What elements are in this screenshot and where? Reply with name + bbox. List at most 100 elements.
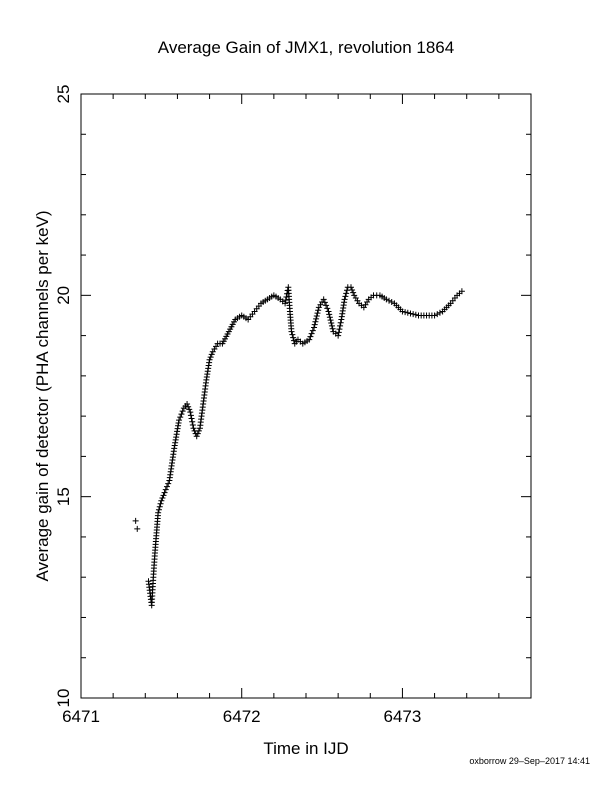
data-point <box>132 517 139 524</box>
data-point <box>328 322 335 329</box>
data-point <box>309 327 316 334</box>
data-point <box>402 309 409 316</box>
data-point <box>162 486 169 493</box>
data-point <box>159 495 166 502</box>
data-point <box>404 309 411 316</box>
data-point <box>179 408 186 415</box>
data-point <box>185 403 192 410</box>
data-point <box>177 414 184 421</box>
footer-credit: oxborrow 29–Sep–2017 14:41 <box>469 756 590 766</box>
data-point <box>343 290 350 297</box>
x-tick-label: 6471 <box>62 707 100 726</box>
data-point <box>288 328 295 335</box>
data-point <box>458 288 465 295</box>
data-point <box>190 425 197 432</box>
data-point <box>341 296 348 303</box>
x-tick-label: 6472 <box>223 707 261 726</box>
data-point <box>383 296 390 303</box>
data-point <box>335 332 342 339</box>
data-point <box>193 433 200 440</box>
data-point <box>282 297 289 304</box>
data-point <box>329 325 336 332</box>
data-point <box>207 354 214 361</box>
data-point <box>342 293 349 300</box>
data-point <box>335 329 342 336</box>
data-point <box>163 483 170 490</box>
data-point <box>326 311 333 318</box>
data-point <box>165 480 172 487</box>
data-point <box>134 525 141 532</box>
data-point <box>186 406 193 413</box>
data-point <box>326 314 333 321</box>
data-point <box>337 319 344 326</box>
data-point <box>386 297 393 304</box>
data-point <box>311 321 318 328</box>
data-point <box>155 506 162 513</box>
data-point <box>407 310 414 317</box>
y-axis-label: Average gain of detector (PHA channels p… <box>33 210 52 581</box>
data-point <box>311 324 318 331</box>
data-point <box>314 310 321 317</box>
data-point <box>206 356 213 363</box>
data-point <box>189 421 196 428</box>
data-point <box>157 500 164 507</box>
data-point <box>328 319 335 326</box>
data-point <box>306 336 313 343</box>
x-axis-label: Time in IJD <box>263 739 348 758</box>
data-point <box>343 287 350 294</box>
data-point <box>187 409 194 416</box>
data-point <box>155 509 162 516</box>
y-tick-label: 15 <box>54 487 73 506</box>
data-point <box>289 331 296 338</box>
data-point <box>282 300 289 307</box>
data-point <box>321 299 328 306</box>
data-points <box>132 284 465 609</box>
data-point <box>158 497 165 504</box>
data-point <box>436 309 443 316</box>
x-tick-label: 6473 <box>384 707 422 726</box>
data-point <box>161 489 168 496</box>
data-point <box>313 315 320 322</box>
data-point <box>327 317 334 324</box>
data-point <box>412 311 419 318</box>
data-point <box>178 411 185 418</box>
data-point <box>399 308 406 315</box>
data-point <box>187 412 194 419</box>
data-point <box>320 296 327 303</box>
data-point <box>350 289 357 296</box>
y-tick-label: 25 <box>54 85 73 104</box>
tick-labels: 6471 6472 6473 10 15 20 25 <box>54 85 421 726</box>
data-point <box>208 351 215 358</box>
data-point <box>348 284 354 291</box>
data-point <box>349 286 356 293</box>
data-point <box>410 311 417 318</box>
data-point <box>323 302 330 309</box>
y-tick-label: 20 <box>54 286 73 305</box>
data-point <box>188 415 195 422</box>
data-point <box>388 299 395 306</box>
data-point <box>160 492 167 499</box>
data-point <box>431 312 438 319</box>
data-point <box>325 308 332 315</box>
data-point <box>336 326 343 333</box>
data-point <box>315 307 322 314</box>
data-point <box>176 417 183 424</box>
data-point <box>308 330 315 337</box>
data-point <box>313 313 320 320</box>
data-point <box>434 311 441 318</box>
data-point <box>156 503 163 510</box>
y-tick-label: 10 <box>54 689 73 708</box>
data-point <box>189 418 196 425</box>
data-point <box>195 427 202 434</box>
data-point <box>184 401 191 408</box>
plot-frame <box>80 93 532 699</box>
axis-ticks <box>80 93 532 699</box>
data-point <box>194 430 201 437</box>
data-point <box>324 305 331 312</box>
chart-title: Average Gain of JMX1, revolution 1864 <box>158 38 454 57</box>
data-point <box>307 333 314 340</box>
data-point <box>337 322 344 329</box>
data-point <box>312 318 319 325</box>
data-point <box>290 334 297 341</box>
